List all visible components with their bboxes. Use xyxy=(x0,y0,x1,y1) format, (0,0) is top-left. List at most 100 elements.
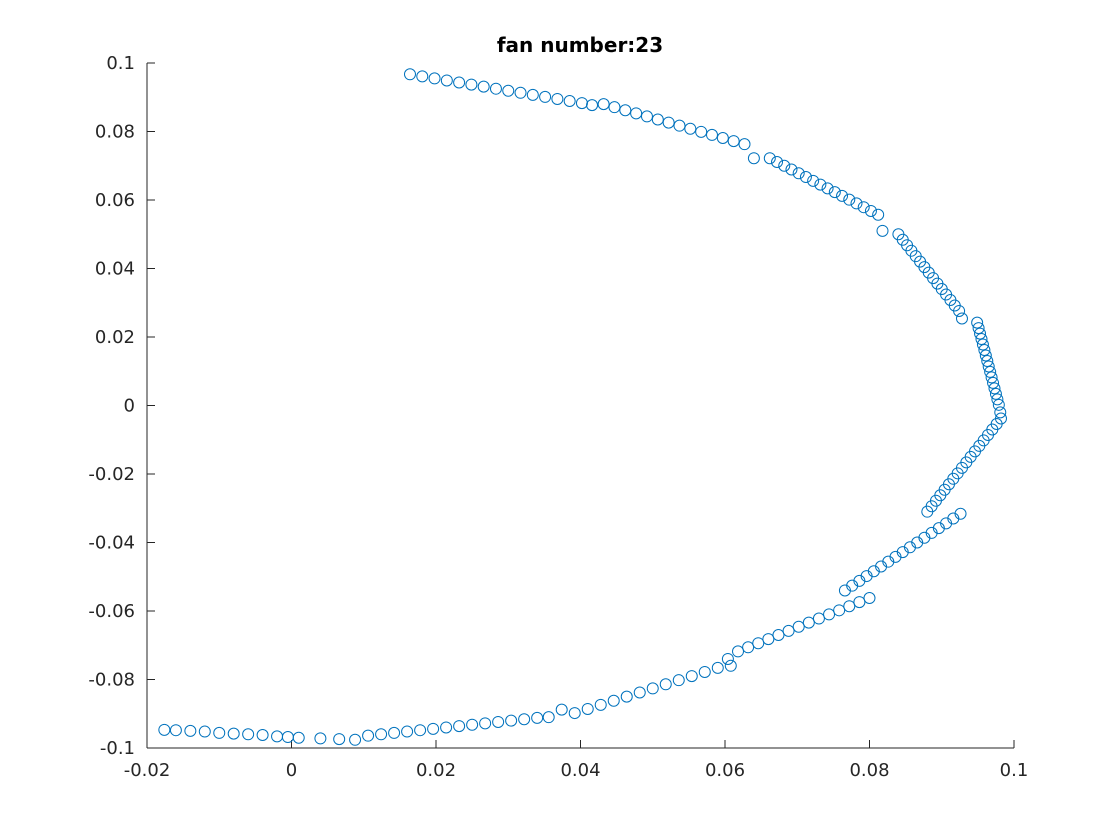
y-tick-label: -0.02 xyxy=(88,464,135,485)
data-point xyxy=(403,68,416,81)
data-point xyxy=(721,652,734,665)
y-tick-label: -0.1 xyxy=(100,738,135,759)
data-point xyxy=(184,724,197,737)
data-point xyxy=(314,732,327,745)
data-point xyxy=(843,193,856,206)
data-point xyxy=(711,661,724,674)
y-tick-label: -0.04 xyxy=(88,533,135,554)
data-point xyxy=(242,728,255,741)
data-point xyxy=(785,163,798,176)
data-point xyxy=(563,95,576,108)
data-point xyxy=(762,633,775,646)
data-point xyxy=(594,698,607,711)
data-point xyxy=(821,182,834,195)
data-point xyxy=(526,88,539,101)
data-point xyxy=(864,204,877,217)
data-point xyxy=(853,596,866,609)
data-point xyxy=(440,74,453,87)
data-point xyxy=(477,80,490,93)
y-tick-label: 0.06 xyxy=(95,190,135,211)
y-tick-label: 0 xyxy=(124,396,135,417)
data-point xyxy=(814,178,827,191)
data-point xyxy=(981,354,994,367)
data-point xyxy=(531,711,544,724)
data-point xyxy=(812,612,825,625)
x-tick-label: 0.08 xyxy=(849,760,889,781)
data-point xyxy=(747,152,760,165)
data-point xyxy=(792,167,805,180)
data-point xyxy=(427,722,440,735)
data-point xyxy=(976,338,989,351)
y-tick-label: 0.1 xyxy=(106,53,135,74)
data-point xyxy=(695,125,708,138)
data-point xyxy=(778,159,791,172)
data-point xyxy=(539,90,552,103)
data-point xyxy=(428,72,441,85)
data-point xyxy=(597,98,610,111)
data-point xyxy=(802,616,815,629)
x-tick-label: 0.04 xyxy=(560,760,600,781)
data-point xyxy=(979,349,992,362)
data-point xyxy=(807,174,820,187)
x-tick-label: 0.02 xyxy=(416,760,456,781)
data-point xyxy=(453,720,466,733)
data-point xyxy=(953,304,966,317)
data-point xyxy=(972,322,985,335)
data-point xyxy=(991,393,1004,406)
data-point xyxy=(843,600,856,613)
data-point xyxy=(271,730,284,743)
data-point xyxy=(828,186,841,199)
data-point xyxy=(982,360,995,373)
data-point xyxy=(586,99,599,112)
data-point xyxy=(466,718,479,731)
data-point xyxy=(850,197,863,210)
data-point xyxy=(349,733,362,746)
data-point xyxy=(863,591,876,604)
data-point xyxy=(502,84,515,97)
data-point xyxy=(985,371,998,384)
x-tick-label: -0.02 xyxy=(124,760,171,781)
data-point xyxy=(987,376,1000,389)
data-point xyxy=(453,76,466,89)
data-point xyxy=(971,316,984,329)
data-point xyxy=(620,690,633,703)
data-point xyxy=(732,645,745,658)
data-point xyxy=(984,365,997,378)
data-point xyxy=(716,132,729,145)
data-point xyxy=(994,406,1007,419)
data-point xyxy=(608,101,621,114)
data-point xyxy=(607,694,620,707)
data-point xyxy=(662,116,675,129)
data-point xyxy=(955,312,968,325)
data-point xyxy=(772,628,785,641)
data-point xyxy=(673,119,686,132)
chart-title: fan number:23 xyxy=(497,33,663,57)
data-point xyxy=(388,726,401,739)
data-point xyxy=(685,670,698,683)
data-point xyxy=(782,624,795,637)
data-point xyxy=(742,641,755,654)
data-point xyxy=(857,201,870,214)
data-point xyxy=(375,728,388,741)
data-point xyxy=(568,707,581,720)
data-point xyxy=(333,733,346,746)
scatter-markers xyxy=(158,68,1007,746)
data-point xyxy=(672,674,685,687)
data-point xyxy=(698,665,711,678)
data-point xyxy=(489,82,502,95)
data-point xyxy=(974,327,987,340)
data-point xyxy=(684,122,697,135)
x-ticks: -0.02 0 0.02 0.04 0.06 0.08 0.1 xyxy=(124,740,1029,781)
y-ticks: -0.1 -0.08 -0.06 -0.04 -0.02 0 0.02 0.04 0.06 0.0… xyxy=(88,53,155,759)
x-tick-label: 0.1 xyxy=(1000,760,1029,781)
data-point xyxy=(630,107,643,120)
data-point xyxy=(551,92,564,105)
data-point xyxy=(978,344,991,357)
data-point xyxy=(514,86,527,99)
data-point xyxy=(227,727,240,740)
data-point xyxy=(542,711,555,724)
data-point xyxy=(401,725,414,738)
data-point xyxy=(921,505,934,518)
data-point xyxy=(479,717,492,730)
